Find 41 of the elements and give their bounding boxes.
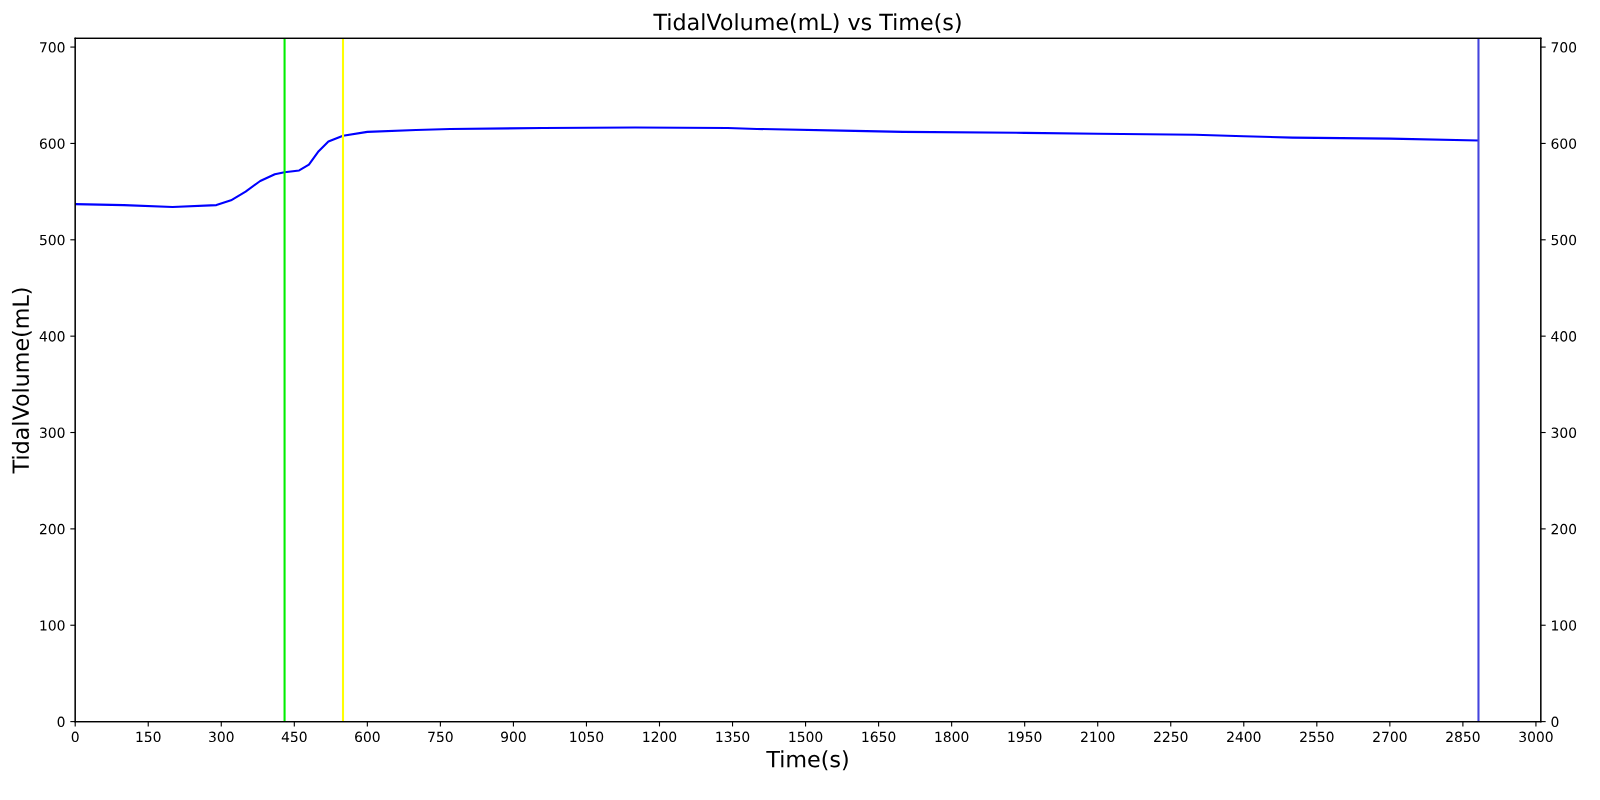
x-tick-label: 1200 [643, 731, 677, 743]
y2-tick-label: 400 [1551, 331, 1577, 342]
y2-tick-label: 600 [1551, 138, 1577, 149]
x-tick-label: 450 [281, 731, 307, 743]
x-tick-label: 300 [209, 731, 234, 743]
x-tick-label: 2850 [1446, 731, 1480, 743]
x-tick-label: 1050 [570, 731, 604, 743]
x-tick-label: 1500 [789, 731, 823, 743]
x-tick-label: 0 [71, 731, 79, 743]
y2-tick-label: 100 [1552, 620, 1577, 631]
y-tick-label: 100 [40, 620, 65, 631]
y-tick-label: 600 [39, 138, 65, 149]
x-tick-label: 2100 [1081, 731, 1115, 743]
x-axis-title: Time(s) [766, 750, 848, 771]
y-axis-title: TidalVolume(mL) [11, 288, 32, 474]
y2-tick-label: 700 [1551, 42, 1577, 53]
y-tick-label: 400 [39, 331, 65, 342]
y2-tick-label: 300 [1551, 427, 1577, 438]
x-tick-label: 150 [136, 731, 161, 743]
y2-tick-label: 0 [1551, 716, 1559, 728]
x-tick-label: 900 [501, 731, 526, 743]
x-tick-label: 1800 [935, 731, 969, 743]
x-tick-label: 1350 [716, 731, 750, 743]
y-tick-label: 700 [40, 42, 65, 53]
x-tick-label: 2250 [1154, 731, 1188, 743]
y-tick-label: 500 [40, 234, 65, 246]
x-tick-label: 2700 [1373, 731, 1407, 743]
x-tick-label: 1950 [1008, 731, 1042, 743]
y2-tick-label: 500 [1551, 234, 1577, 246]
x-tick-label: 3000 [1519, 731, 1553, 743]
x-tick-label: 2400 [1227, 731, 1261, 743]
chart-title: TidalVolume(mL) vs Time(s) [653, 13, 961, 33]
x-tick-label: 750 [428, 731, 453, 743]
x-tick-label: 2550 [1300, 731, 1334, 743]
y-tick-label: 300 [40, 427, 65, 438]
line-series [75, 126, 1479, 209]
y2-tick-label: 200 [1551, 523, 1577, 535]
y-tick-label: 0 [57, 716, 65, 728]
x-tick-label: 1650 [862, 731, 896, 743]
y-tick-label: 200 [39, 523, 65, 535]
x-tick-label: 600 [355, 731, 380, 743]
